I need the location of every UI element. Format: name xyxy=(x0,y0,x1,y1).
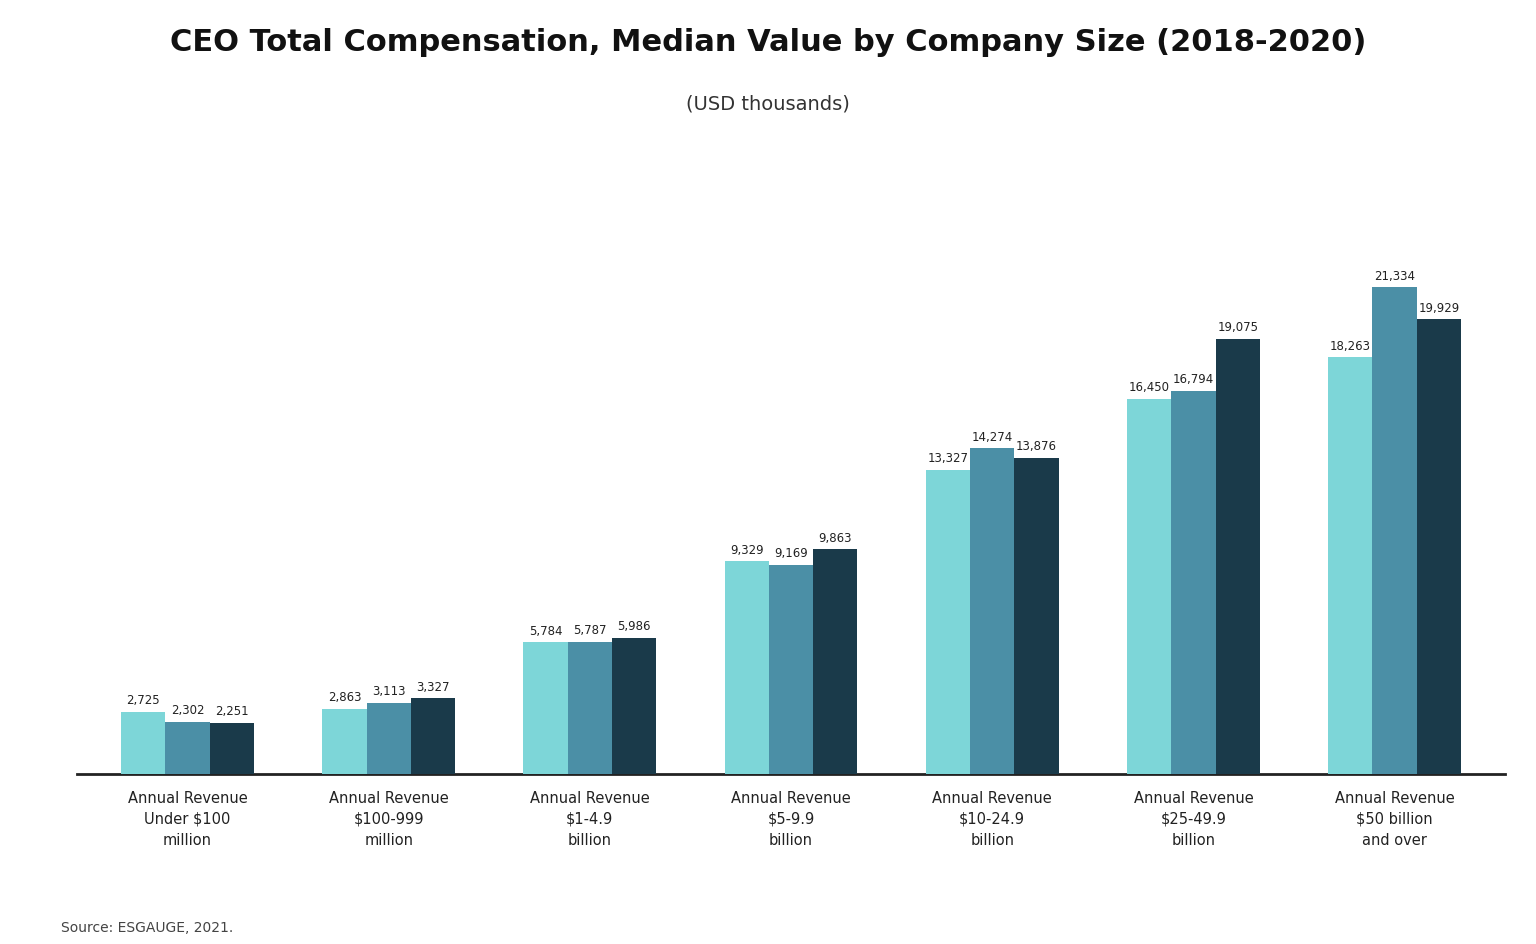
Bar xyxy=(1127,398,1172,774)
Bar xyxy=(1172,391,1215,774)
Text: 19,075: 19,075 xyxy=(1217,321,1258,334)
Text: 21,334: 21,334 xyxy=(1375,270,1415,283)
Text: 18,263: 18,263 xyxy=(1330,340,1370,353)
Text: 3,327: 3,327 xyxy=(416,681,450,694)
Bar xyxy=(410,699,455,774)
Bar xyxy=(323,709,367,774)
Bar xyxy=(926,470,971,774)
Text: 16,794: 16,794 xyxy=(1174,374,1213,386)
Bar xyxy=(524,642,568,774)
Bar xyxy=(568,642,611,774)
Bar xyxy=(166,721,209,774)
Text: 13,327: 13,327 xyxy=(928,452,969,465)
Text: 9,169: 9,169 xyxy=(774,548,808,561)
Bar xyxy=(725,562,770,774)
Bar xyxy=(1014,458,1058,774)
Text: (USD thousands): (USD thousands) xyxy=(687,94,849,113)
Text: 19,929: 19,929 xyxy=(1418,302,1459,315)
Text: 2,863: 2,863 xyxy=(327,691,361,704)
Text: 16,450: 16,450 xyxy=(1129,381,1170,395)
Bar xyxy=(611,637,656,774)
Text: 5,986: 5,986 xyxy=(617,620,651,633)
Text: 5,787: 5,787 xyxy=(573,625,607,637)
Text: CEO Total Compensation, Median Value by Company Size (2018-2020): CEO Total Compensation, Median Value by … xyxy=(170,28,1366,58)
Bar xyxy=(1373,287,1416,774)
Bar xyxy=(813,549,857,774)
Text: 14,274: 14,274 xyxy=(972,430,1012,444)
Text: 2,302: 2,302 xyxy=(170,704,204,717)
Text: 9,329: 9,329 xyxy=(730,544,763,557)
Text: 3,113: 3,113 xyxy=(372,685,406,699)
Text: Source: ESGAUGE, 2021.: Source: ESGAUGE, 2021. xyxy=(61,920,233,935)
Bar xyxy=(770,565,813,774)
Text: 5,784: 5,784 xyxy=(528,625,562,637)
Bar xyxy=(1215,339,1260,774)
Bar xyxy=(971,448,1014,774)
Bar xyxy=(1416,319,1461,774)
Text: 2,251: 2,251 xyxy=(215,705,249,718)
Bar xyxy=(209,723,253,774)
Text: 9,863: 9,863 xyxy=(819,531,852,545)
Text: 2,725: 2,725 xyxy=(126,695,160,707)
Bar xyxy=(121,712,166,774)
Bar xyxy=(367,703,410,774)
Text: 13,876: 13,876 xyxy=(1015,440,1057,453)
Bar xyxy=(1329,358,1373,774)
